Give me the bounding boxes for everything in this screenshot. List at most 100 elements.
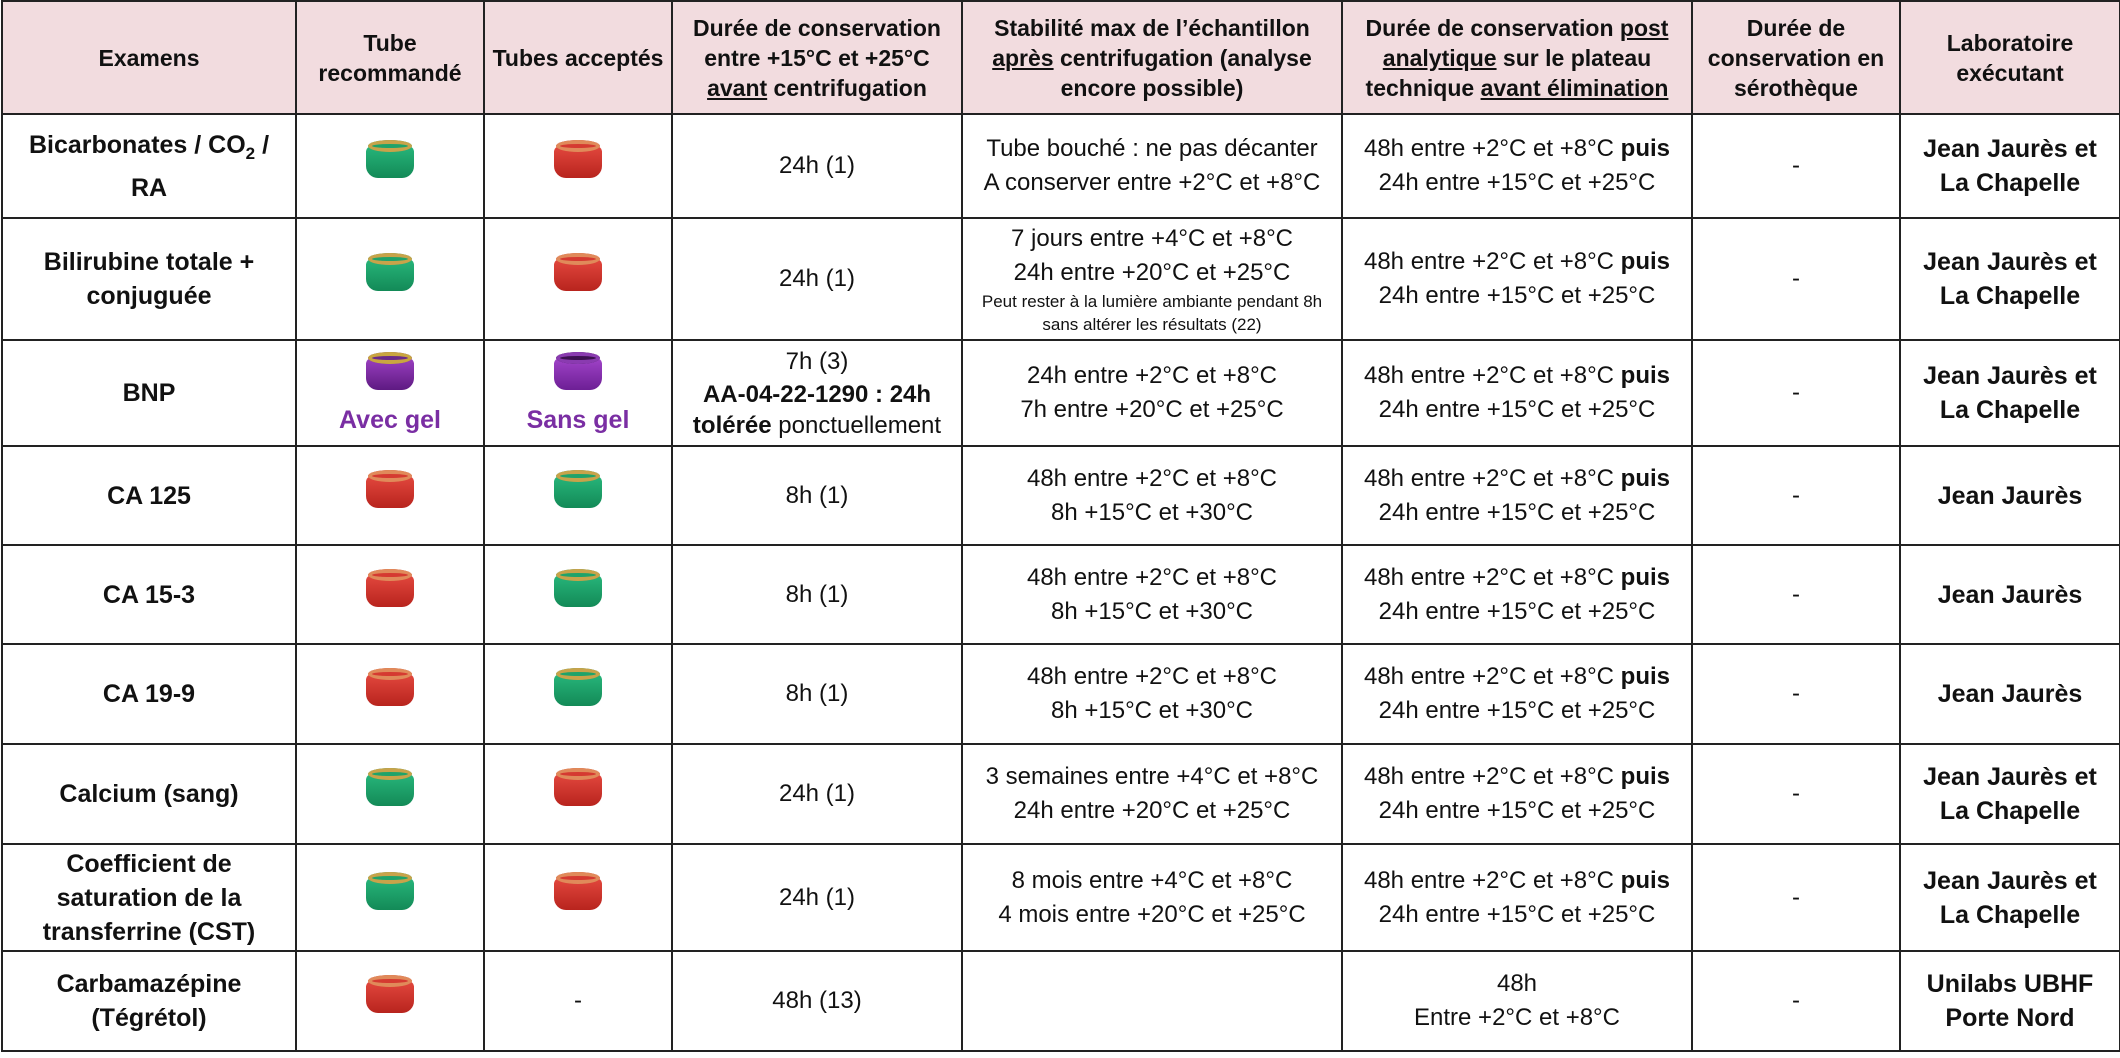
header-examens: Examens bbox=[1, 0, 297, 115]
red-tube-icon bbox=[552, 871, 604, 914]
post-line: 24h entre +15°C et +25°C bbox=[1378, 697, 1656, 724]
stab-line: 24h entre +20°C et +25°C bbox=[1013, 797, 1291, 824]
post-text: 48h entre +2°C et +8°C bbox=[1363, 663, 1621, 690]
post-line: 24h entre +15°C et +25°C bbox=[1378, 900, 1656, 928]
tube-acc-cell bbox=[483, 743, 673, 845]
stab-cell: 48h entre +2°C et +8°C 8h +15°C et +30°C bbox=[961, 445, 1343, 546]
sero-cell: - bbox=[1691, 217, 1901, 341]
purple-tube-icon bbox=[552, 352, 604, 394]
tube-rec-cell bbox=[295, 445, 485, 546]
post-line: 48h entre +2°C et +8°C puis bbox=[1349, 462, 1685, 496]
red-tube-icon bbox=[552, 768, 604, 810]
stab-cell: 48h entre +2°C et +8°C 8h +15°C et +30°C bbox=[961, 544, 1343, 645]
labo-cell: Jean Jaurès et La Chapelle bbox=[1899, 113, 2120, 219]
stab-line: 4 mois entre +20°C et +25°C bbox=[998, 900, 1306, 928]
sero-cell: - bbox=[1691, 445, 1901, 546]
stab-line: 8h +15°C et +30°C bbox=[1051, 498, 1253, 526]
post-line: 24h entre +15°C et +25°C bbox=[1378, 169, 1656, 196]
avant-cell: 24h (1) bbox=[671, 743, 963, 845]
post-line: Entre +2°C et +8°C bbox=[1414, 1004, 1620, 1031]
sero-cell: - bbox=[1691, 339, 1901, 447]
tube-rec-label: Avec gel bbox=[339, 406, 441, 434]
post-text: 48h entre +2°C et +8°C bbox=[1363, 763, 1621, 790]
tube-rec-cell bbox=[295, 643, 485, 745]
post-text: 48h entre +2°C et +8°C bbox=[1363, 866, 1621, 894]
tube-acc-cell: Sans gel bbox=[483, 339, 673, 447]
header-stab-underline: après bbox=[992, 44, 1054, 71]
post-cell: 48h entre +2°C et +8°C puis 24h entre +15… bbox=[1341, 445, 1693, 546]
red-tube-icon bbox=[552, 253, 604, 295]
post-bold: puis bbox=[1620, 248, 1671, 275]
post-bold: puis bbox=[1620, 663, 1671, 690]
stab-line: 48h entre +2°C et +8°C bbox=[1026, 563, 1278, 591]
stab-line: 48h entre +2°C et +8°C bbox=[1026, 464, 1278, 492]
tube-acc-cell: - bbox=[483, 950, 673, 1052]
exam-cell: Carbamazépine (Tégrétol) bbox=[1, 950, 297, 1052]
header-duree-avant-underline: avant bbox=[707, 74, 768, 101]
table-row: BNP Avec gel Sans gel 7h (3) AA-04-22-129… bbox=[1, 339, 2120, 447]
header-post-analytique: Durée de conservation post analytique su… bbox=[1341, 0, 1693, 115]
post-bold: puis bbox=[1620, 464, 1671, 492]
post-cell: 48h entre +2°C et +8°C puis 24h entre +15… bbox=[1341, 643, 1693, 745]
avant-note: AA-04-22-1290 : 24h tolérée ponctuelleme… bbox=[679, 379, 955, 441]
green-tube-icon bbox=[552, 568, 604, 611]
stab-line: Tube bouché : ne pas décanter bbox=[986, 135, 1318, 162]
sero-cell: - bbox=[1691, 643, 1901, 745]
green-tube-icon bbox=[364, 253, 416, 295]
green-tube-icon bbox=[364, 140, 416, 182]
post-cell: 48h entre +2°C et +8°C puis 24h entre +15… bbox=[1341, 339, 1693, 447]
header-duree-avant-text: Durée de conservation entre +15°C et +25… bbox=[693, 14, 941, 71]
labo-cell: Jean Jaurès et La Chapelle bbox=[1899, 339, 2120, 447]
post-text: 48h entre +2°C et +8°C bbox=[1363, 563, 1621, 591]
post-line: 24h entre +15°C et +25°C bbox=[1378, 498, 1656, 526]
post-line: 48h entre +2°C et +8°C puis bbox=[1349, 359, 1685, 393]
avant-cell: 8h (1) bbox=[671, 544, 963, 645]
post-line: 24h entre +15°C et +25°C bbox=[1378, 797, 1656, 824]
post-line: 48h entre +2°C et +8°C puis bbox=[1349, 864, 1685, 898]
post-line: 48h entre +2°C et +8°C puis bbox=[1349, 132, 1685, 166]
post-bold: puis bbox=[1620, 763, 1671, 790]
post-bold: puis bbox=[1620, 563, 1671, 591]
header-tube-recommande: Tube recommandé bbox=[295, 0, 485, 115]
tube-acc-label: Sans gel bbox=[526, 406, 630, 434]
stab-cell bbox=[961, 950, 1343, 1052]
post-line: 24h entre +15°C et +25°C bbox=[1378, 396, 1656, 423]
stab-cell: 24h entre +2°C et +8°C 7h entre +20°C et … bbox=[961, 339, 1343, 447]
sero-cell: - bbox=[1691, 843, 1901, 952]
post-line: 48h entre +2°C et +8°C puis bbox=[1349, 760, 1685, 794]
avant-cell: 8h (1) bbox=[671, 445, 963, 546]
tube-acc-cell bbox=[483, 843, 673, 952]
avant-cell: 48h (13) bbox=[671, 950, 963, 1052]
labo-cell: Jean Jaurès bbox=[1899, 445, 2120, 546]
stab-cell: 3 semaines entre +4°C et +8°C 24h entre +… bbox=[961, 743, 1343, 845]
stab-line: A conserver entre +2°C et +8°C bbox=[983, 169, 1321, 196]
avant-cell: 7h (3) AA-04-22-1290 : 24h tolérée ponctu… bbox=[671, 339, 963, 447]
avant-note-bold: AA-04-22-1290 : 24h tolérée bbox=[692, 381, 932, 439]
post-line: 48h entre +2°C et +8°C puis bbox=[1349, 245, 1685, 279]
header-tubes-acceptes: Tubes acceptés bbox=[483, 0, 673, 115]
post-line: 24h entre +15°C et +25°C bbox=[1378, 282, 1656, 309]
stab-cell: Tube bouché : ne pas décanter A conserver… bbox=[961, 113, 1343, 219]
header-stab-text: Stabilité max de l’échantillon bbox=[994, 14, 1310, 41]
header-stab-tail: centrifugation (analyse encore possible) bbox=[1053, 44, 1312, 101]
header-post-underline-1: post analytique bbox=[1382, 14, 1669, 71]
avant-line: 7h (3) bbox=[785, 348, 849, 375]
tube-acc-cell bbox=[483, 643, 673, 745]
stab-cell: 7 jours entre +4°C et +8°C 24h entre +20°… bbox=[961, 217, 1343, 341]
stab-line: 8h +15°C et +30°C bbox=[1051, 597, 1253, 625]
table-row: Coefficient de saturation de la transfer… bbox=[1, 843, 2120, 952]
post-cell: 48h Entre +2°C et +8°C bbox=[1341, 950, 1693, 1052]
stab-line: 3 semaines entre +4°C et +8°C bbox=[985, 763, 1319, 790]
labo-cell: Jean Jaurès et La Chapelle bbox=[1899, 217, 2120, 341]
exam-subscript: 2 bbox=[245, 143, 256, 163]
avant-note-tail: ponctuellement bbox=[771, 412, 942, 439]
tube-rec-cell bbox=[295, 950, 485, 1052]
tube-acc-cell bbox=[483, 445, 673, 546]
purple-gel-tube-icon bbox=[364, 352, 416, 394]
table-row: CA 19-9 8h (1) 48h entre +2°C et +8°C 8h … bbox=[1, 643, 2120, 745]
avant-cell: 8h (1) bbox=[671, 643, 963, 745]
stab-line: 8h +15°C et +30°C bbox=[1051, 697, 1253, 724]
red-tube-icon bbox=[364, 975, 416, 1017]
header-duree-avant-tail: centrifugation bbox=[767, 74, 927, 101]
